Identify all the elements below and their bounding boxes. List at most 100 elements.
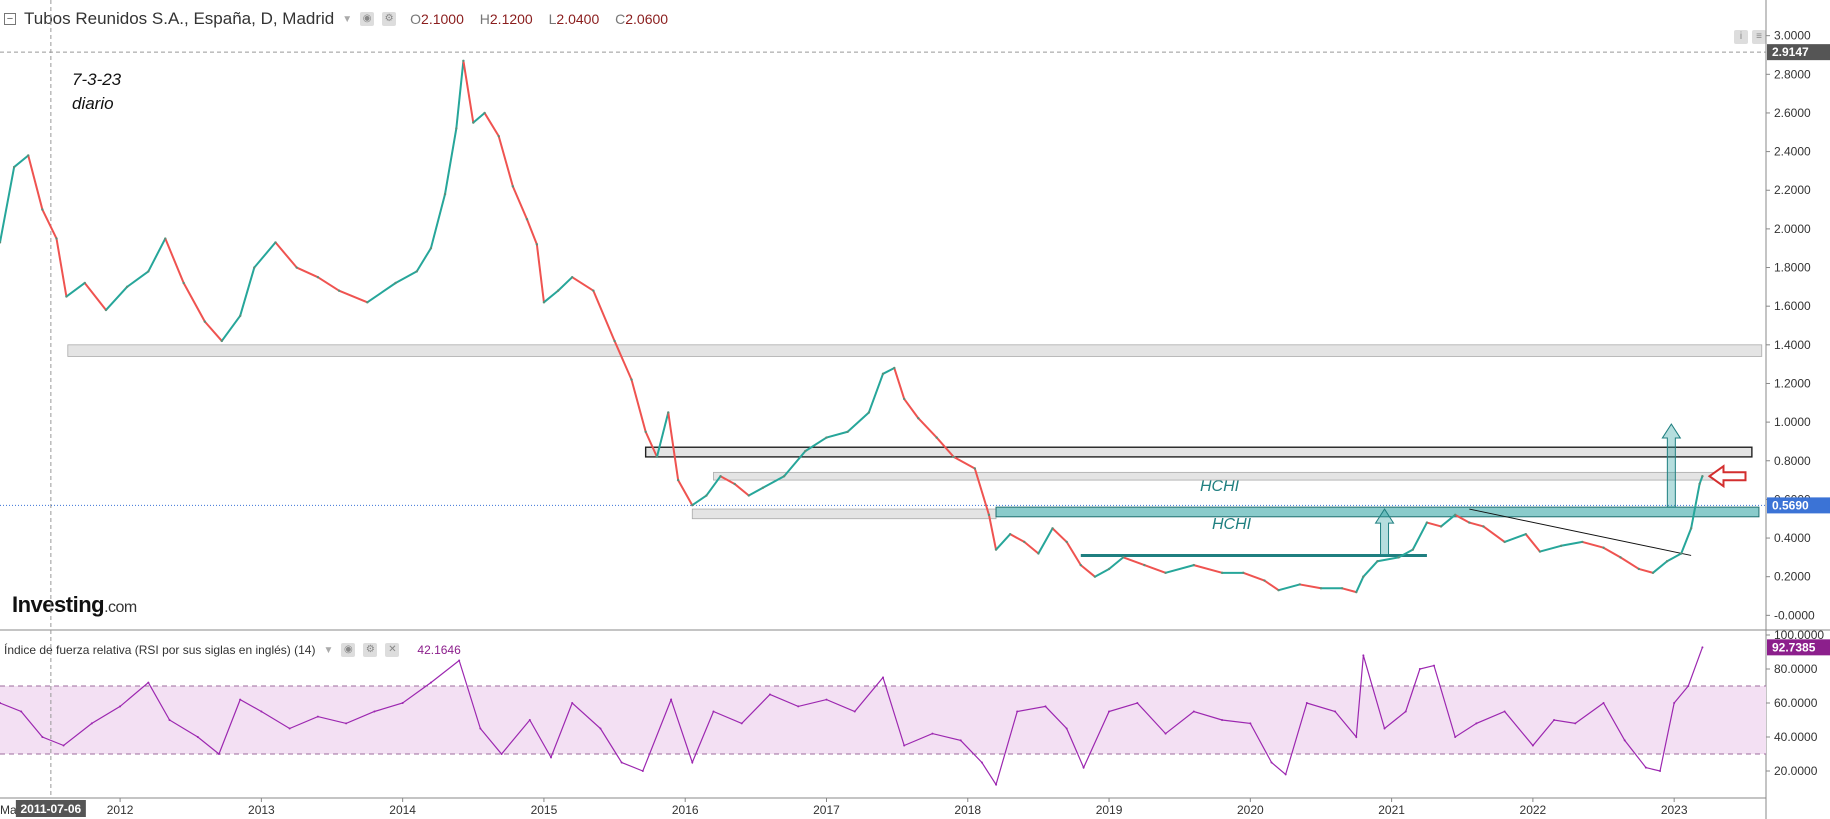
- rsi-point: [147, 681, 150, 684]
- rsi-tick-label: 20.0000: [1774, 764, 1818, 778]
- gear-icon[interactable]: ⚙: [382, 12, 397, 26]
- price-segment: [1440, 514, 1456, 528]
- price-point: [497, 134, 500, 138]
- rsi-header: Índice de fuerza relativa (RSI por sus s…: [4, 640, 461, 660]
- rsi-point: [41, 736, 44, 738]
- price-point: [1093, 575, 1097, 578]
- price-segment: [429, 193, 446, 249]
- price-segment: [1560, 540, 1583, 547]
- price-point: [455, 127, 458, 130]
- price-point: [1121, 556, 1125, 559]
- rsi-point: [1221, 719, 1224, 721]
- rsi-point: [931, 732, 934, 735]
- rsi-title[interactable]: Índice de fuerza relativa (RSI por sus s…: [4, 643, 316, 657]
- price-segment: [1377, 556, 1399, 563]
- price-segment: [987, 514, 998, 550]
- date-annotation: 7-3-23 diario: [72, 68, 121, 116]
- time-tick-label: 2016: [672, 803, 699, 817]
- price-tick-label: 2.4000: [1774, 145, 1811, 159]
- annotation-frequency: diario: [72, 94, 114, 113]
- price-point: [542, 301, 546, 304]
- price-segment: [1037, 527, 1054, 554]
- hchi-lower-label: HCHI: [1212, 516, 1252, 533]
- price-segment: [1009, 533, 1025, 543]
- price-segment: [472, 112, 486, 124]
- price-point: [1524, 532, 1528, 536]
- price-point: [1079, 563, 1082, 567]
- settings-icon[interactable]: ≡: [1752, 30, 1766, 44]
- time-tick-label: 2012: [107, 803, 134, 817]
- support-zone-2: [644, 446, 1753, 458]
- time-tick-label: 2021: [1378, 803, 1405, 817]
- chevron-down-icon[interactable]: ▼: [323, 644, 334, 656]
- price-point: [570, 275, 574, 279]
- collapse-icon[interactable]: −: [4, 13, 16, 25]
- price-segment: [667, 412, 680, 481]
- price-segment: [1193, 564, 1223, 574]
- price-point: [630, 378, 633, 381]
- price-point: [902, 397, 906, 401]
- price-segment: [691, 494, 707, 507]
- symbol-title[interactable]: Tubos Reunidos S.A., España, D, Madrid: [24, 9, 335, 28]
- rsi-point: [1164, 732, 1167, 735]
- price-segment: [867, 373, 884, 413]
- price-point: [525, 218, 529, 221]
- price-point: [1468, 521, 1471, 524]
- rsi-point: [500, 753, 503, 755]
- crosshair-date-badge-bg: [15, 800, 86, 817]
- info-icon[interactable]: i: [1734, 30, 1748, 44]
- rsi-point: [853, 710, 856, 713]
- price-point: [83, 281, 86, 285]
- price-point: [394, 281, 397, 285]
- price-point: [1242, 571, 1245, 575]
- price-point: [1164, 571, 1167, 575]
- eye-icon[interactable]: ◉: [360, 12, 375, 26]
- price-point: [846, 430, 849, 433]
- rsi-line: [0, 647, 1703, 787]
- price-segment: [826, 430, 848, 439]
- price-segment: [274, 241, 298, 269]
- ohlc-values: O2.1000 H2.1200 L2.0400 C2.0600: [410, 11, 669, 27]
- rsi-point: [1623, 739, 1626, 742]
- teal-neckline-zone: [995, 506, 1760, 518]
- price-point: [1439, 525, 1443, 528]
- price-segment: [720, 475, 736, 485]
- price-series: [0, 59, 1704, 594]
- price-point: [1107, 567, 1111, 571]
- price-segment: [613, 340, 633, 381]
- rsi-tick-label: 80.0000: [1774, 662, 1818, 676]
- chevron-down-icon[interactable]: ▼: [342, 13, 353, 25]
- price-segment: [253, 241, 277, 269]
- rsi-point: [670, 698, 673, 701]
- rsi-point: [1383, 727, 1386, 730]
- time-tick-label: 2013: [248, 803, 275, 817]
- price-segment: [55, 238, 68, 297]
- breakout-arrow-2: [1661, 423, 1682, 508]
- rsi-point: [90, 722, 93, 725]
- price-segment: [783, 450, 807, 477]
- time-tick-label: 2014: [389, 803, 416, 817]
- last-price-badge-bg: [1767, 497, 1830, 514]
- price-segment: [1426, 521, 1442, 528]
- rsi-point: [316, 715, 319, 718]
- price-segment: [1603, 546, 1621, 559]
- eye-icon[interactable]: ◉: [341, 643, 356, 657]
- price-segment: [1454, 513, 1470, 524]
- price-point: [592, 289, 595, 292]
- price-point: [1453, 513, 1457, 517]
- rsi-last-badge: 92.7385: [1772, 640, 1816, 654]
- close-icon[interactable]: ✕: [385, 643, 400, 657]
- price-segment: [105, 286, 128, 311]
- rsi-point: [1016, 710, 1019, 713]
- gear-icon[interactable]: ⚙: [363, 643, 378, 657]
- rsi-point: [1355, 736, 1358, 738]
- price-point: [1008, 532, 1012, 536]
- price-segment: [239, 267, 256, 317]
- rsi-point: [1082, 766, 1085, 769]
- price-point: [274, 241, 277, 244]
- price-point: [1701, 475, 1704, 478]
- price-segment: [1698, 475, 1704, 485]
- price-segment: [204, 320, 223, 342]
- price-point: [973, 467, 977, 470]
